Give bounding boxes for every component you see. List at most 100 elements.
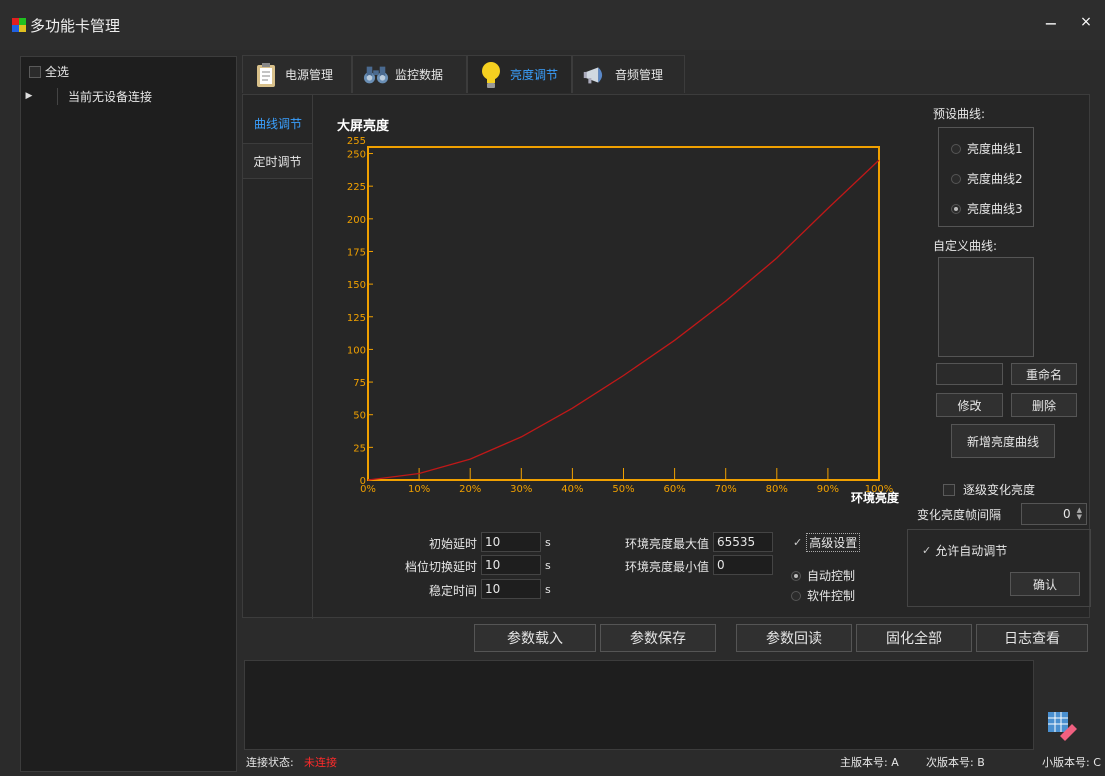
tab-power-label: 电源管理: [285, 68, 334, 82]
spin-arrows-icon[interactable]: ▲ ▼: [1076, 506, 1082, 521]
y-tick-label: 150: [347, 280, 366, 291]
select-all-checkbox[interactable]: 全选: [29, 63, 69, 80]
y-tick-label: 225: [347, 182, 366, 193]
confirm-button[interactable]: 确认: [1010, 572, 1080, 596]
y-tick-label: 175: [347, 247, 366, 258]
rename-button[interactable]: 重命名: [1011, 363, 1077, 385]
x-tick-label: 40%: [561, 484, 583, 495]
eraser-icon[interactable]: [1046, 710, 1078, 742]
close-button[interactable]: ×: [1080, 14, 1092, 30]
allow-auto-checkbox[interactable]: ✓ 允许自动调节: [922, 542, 1007, 559]
allow-auto-label: 允许自动调节: [935, 544, 1008, 558]
custom-title: 自定义曲线:: [933, 239, 998, 253]
brightness-chart: 0 25 50 75 100 125 150 175 200 225 250 255 0% 10% 20%…: [347, 136, 900, 505]
megaphone-icon: [583, 62, 609, 88]
x-tick-label: 20%: [459, 484, 481, 495]
load-params-button[interactable]: 参数载入: [474, 624, 596, 652]
minimize-button[interactable]: −: [1044, 14, 1058, 33]
connection-label: 连接状态:: [246, 756, 294, 769]
rename-input[interactable]: [936, 363, 1003, 385]
initial-delay-label: 初始延时: [428, 537, 477, 551]
tab-brightness-label: 亮度调节: [510, 68, 559, 82]
major-version: 主版本号: A: [840, 756, 899, 769]
chart-y-label: 大屏亮度: [337, 119, 390, 134]
checkbox-box[interactable]: [29, 65, 41, 78]
radio-dot[interactable]: [951, 143, 961, 154]
readback-params-button[interactable]: 参数回读: [736, 624, 852, 652]
save-params-button[interactable]: 参数保存: [600, 624, 716, 652]
custom-curve-list[interactable]: [938, 257, 1034, 357]
switch-delay-input[interactable]: 10: [481, 555, 541, 575]
env-max-label: 环境亮度最大值: [624, 537, 709, 551]
log-output[interactable]: [244, 660, 1034, 750]
select-all-label: 全选: [45, 65, 70, 79]
gradual-checkbox[interactable]: 逐级变化亮度: [943, 481, 1035, 498]
expand-arrow-icon[interactable]: ▶: [25, 91, 33, 101]
interval-label: 变化亮度帧间隔: [917, 508, 1002, 522]
env-min-label: 环境亮度最小值: [624, 560, 709, 574]
env-min-input[interactable]: 0: [713, 555, 773, 575]
app-logo-icon: [12, 18, 26, 32]
y-tick-label: 50: [353, 411, 366, 422]
lightbulb-icon: [478, 61, 504, 88]
x-tick-label: 70%: [715, 484, 737, 495]
radio-dot-selected[interactable]: [951, 203, 961, 214]
clipboard-icon: [253, 62, 279, 88]
preset-option-label: 亮度曲线2: [967, 172, 1023, 186]
preset-option-3[interactable]: 亮度曲线3: [951, 200, 1023, 217]
radio-dot-selected[interactable]: [791, 570, 801, 581]
env-max-input[interactable]: 65535: [713, 532, 773, 552]
preset-option-label: 亮度曲线3: [967, 202, 1023, 216]
checkbox-box[interactable]: [943, 483, 955, 496]
tab-monitor[interactable]: 监控数据: [352, 55, 467, 93]
tab-audio[interactable]: 音频管理: [572, 55, 685, 93]
interval-value: 0: [1062, 507, 1071, 521]
main-tab-bar: 电源管理 监控数据 亮度调节 音频管理: [242, 55, 685, 93]
preset-option-1[interactable]: 亮度曲线1: [951, 140, 1023, 157]
x-tick-label: 100%: [865, 484, 894, 495]
advanced-label: 高级设置: [806, 533, 861, 552]
interval-spinbox[interactable]: 0 ▲ ▼: [1021, 503, 1087, 525]
no-device-label: 当前无设备连接: [57, 87, 152, 105]
solidify-all-button[interactable]: 固化全部: [856, 624, 972, 652]
device-tree-row[interactable]: ▶ 当前无设备连接: [21, 87, 236, 105]
stable-time-input[interactable]: 10: [481, 579, 541, 599]
x-tick-label: 60%: [663, 484, 685, 495]
x-tick-label: 30%: [510, 484, 532, 495]
side-tab-timer[interactable]: 定时调节: [243, 143, 313, 179]
advanced-checkbox[interactable]: ✓ 高级设置: [793, 533, 861, 552]
preset-option-label: 亮度曲线1: [967, 142, 1023, 156]
stable-time-unit: s: [545, 583, 551, 596]
brightness-curve: [367, 159, 880, 481]
check-mark-icon[interactable]: ✓: [793, 536, 803, 549]
view-log-button[interactable]: 日志查看: [976, 624, 1088, 652]
software-control-label: 软件控制: [807, 589, 856, 603]
delete-button[interactable]: 删除: [1011, 393, 1077, 417]
auto-adjust-group: ✓ 允许自动调节 确认: [907, 529, 1091, 607]
radio-dot[interactable]: [791, 590, 801, 601]
minor-version: 次版本号: B: [926, 756, 985, 769]
radio-dot[interactable]: [951, 173, 961, 184]
x-tick-label: 50%: [612, 484, 634, 495]
modify-button[interactable]: 修改: [936, 393, 1003, 417]
y-tick-label: 0: [360, 476, 366, 487]
tab-monitor-label: 监控数据: [395, 68, 444, 82]
tab-power[interactable]: 电源管理: [242, 55, 352, 93]
y-tick-label: 200: [347, 215, 366, 226]
initial-delay-unit: s: [545, 536, 551, 549]
y-tick-label: 125: [347, 313, 366, 324]
auto-control-radio[interactable]: 自动控制: [791, 567, 855, 584]
initial-delay-input[interactable]: 10: [481, 532, 541, 552]
tab-audio-label: 音频管理: [615, 68, 664, 82]
x-tick-label: 90%: [817, 484, 839, 495]
brightness-panel: 曲线调节 定时调节 大屏亮度 0 25 50 75 100 125 150 175 200 225…: [242, 94, 1091, 619]
tab-brightness[interactable]: 亮度调节: [467, 55, 572, 93]
software-control-radio[interactable]: 软件控制: [791, 587, 855, 604]
preset-option-2[interactable]: 亮度曲线2: [951, 170, 1023, 187]
check-mark-icon[interactable]: ✓: [922, 544, 932, 557]
add-curve-button[interactable]: 新增亮度曲线: [951, 424, 1055, 458]
side-tab-curve[interactable]: 曲线调节: [253, 116, 302, 131]
app-title: 多功能卡管理: [30, 17, 121, 35]
binoculars-icon: [363, 62, 389, 88]
x-tick-label: 80%: [766, 484, 788, 495]
